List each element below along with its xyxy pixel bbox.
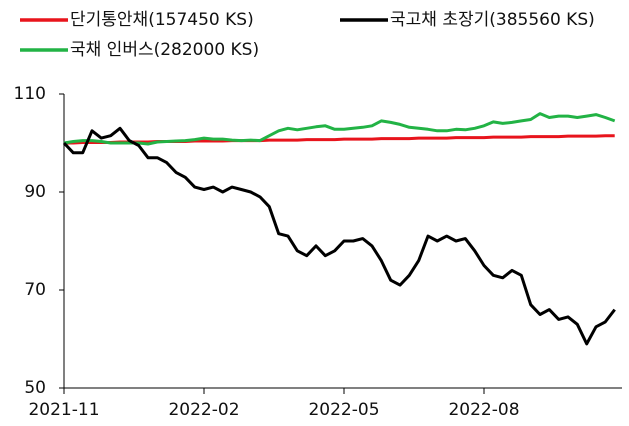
x-tick-label: 2022-05	[308, 400, 379, 420]
legend-label: 국고채 초장기(385560 KS)	[390, 10, 595, 30]
y-tick-label: 110	[14, 84, 46, 104]
legend-label: 국채 인버스(282000 KS)	[70, 40, 259, 60]
y-tick-label: 70	[24, 280, 46, 300]
line-series	[63, 112, 616, 146]
y-tick-label: 50	[24, 378, 46, 398]
y-tick-label: 90	[24, 182, 46, 202]
legend-label: 단기통안채(157450 KS)	[70, 10, 254, 30]
x-tick-label: 2022-08	[448, 400, 519, 420]
x-tick-label: 2022-02	[168, 400, 239, 420]
x-tick-label: 2021-11	[28, 400, 99, 420]
line-series	[64, 134, 615, 145]
line-series	[62, 126, 616, 346]
